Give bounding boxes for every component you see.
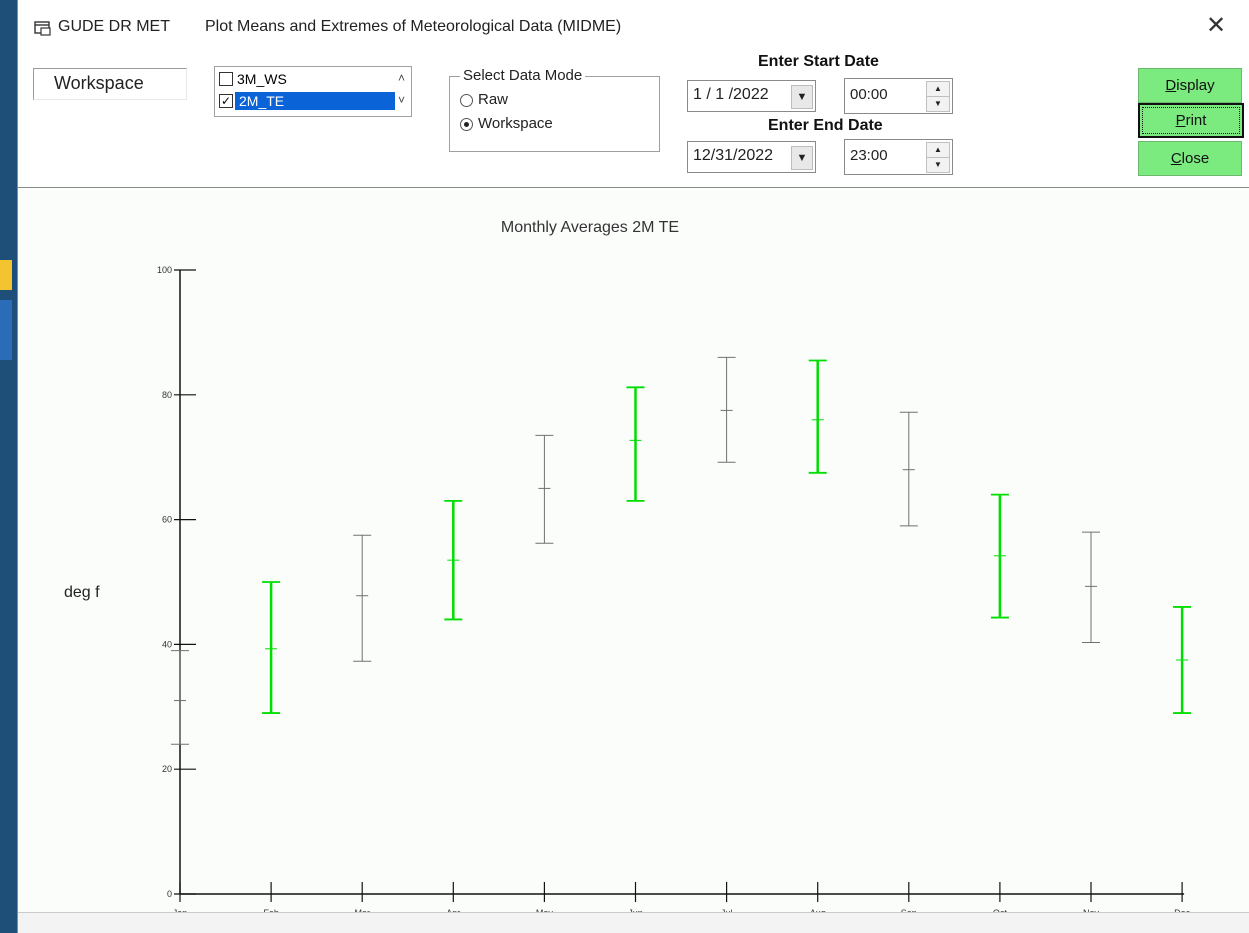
- display-accelerator: D: [1165, 77, 1177, 94]
- workspace-label: Workspace: [33, 68, 187, 100]
- end-date-header: Enter End Date: [768, 117, 883, 134]
- variable-item-2m-te[interactable]: ✓ 2M_TE: [217, 91, 395, 111]
- y-tick-label: 60: [162, 515, 172, 525]
- dropdown-arrow-icon[interactable]: ▼: [791, 146, 813, 170]
- monthly-averages-chart: Monthly Averages 2M TE deg f 0 20 40 60 80 10…: [64, 219, 1192, 918]
- checkbox-2m-te[interactable]: ✓: [219, 94, 233, 108]
- start-date-header: Enter Start Date: [758, 53, 879, 70]
- checkbox-3m-ws[interactable]: [219, 72, 233, 86]
- header-divider: [18, 187, 1249, 188]
- dropdown-arrow-icon[interactable]: ▼: [791, 85, 813, 109]
- desktop-fragment: [0, 260, 12, 290]
- end-time-input[interactable]: 23:00 ▲ ▼: [844, 139, 953, 175]
- chart-title: Monthly Averages 2M TE: [501, 219, 679, 236]
- y-tick-label: 0: [167, 889, 172, 899]
- y-tick-label: 40: [162, 639, 172, 649]
- app-window-icon: [34, 21, 51, 36]
- window-bottom-edge: [18, 912, 1249, 933]
- chevron-up-icon[interactable]: ˄: [398, 71, 406, 85]
- spin-down-icon[interactable]: ▼: [926, 157, 950, 173]
- spin-down-icon[interactable]: ▼: [926, 96, 950, 112]
- variable-item-label: 2M_TE: [235, 92, 395, 110]
- start-time-value: 00:00: [850, 86, 888, 103]
- y-tick-label: 100: [157, 265, 172, 275]
- close-accelerator: C: [1170, 150, 1182, 167]
- chevron-down-icon[interactable]: ˅: [398, 93, 406, 107]
- variable-listbox[interactable]: 3M_WS ✓ 2M_TE ˄ ˅: [214, 66, 412, 117]
- radio-indicator[interactable]: [460, 94, 473, 107]
- radio-raw-label: Raw: [478, 91, 509, 108]
- y-axis-label: deg f: [64, 584, 100, 601]
- data-mode-legend: Select Data Mode: [460, 67, 586, 84]
- start-date-value: 1 / 1 /2022: [693, 86, 769, 103]
- display-button[interactable]: Display: [1138, 68, 1242, 103]
- title-bar: GUDE DR MET Plot Means and Extremes of M…: [18, 0, 1249, 60]
- midme-window: GUDE DR MET Plot Means and Extremes of M…: [18, 0, 1249, 933]
- print-label: rint: [1185, 112, 1207, 129]
- close-label: lose: [1181, 150, 1210, 167]
- display-label: isplay: [1176, 77, 1215, 94]
- end-date-picker[interactable]: 12/31/2022 ▼: [687, 141, 816, 173]
- radio-workspace-label: Workspace: [478, 115, 553, 132]
- close-icon[interactable]: ✕: [1206, 12, 1227, 39]
- print-accelerator: P: [1175, 112, 1186, 129]
- spin-up-icon[interactable]: ▲: [926, 142, 950, 158]
- variable-item-3m-ws[interactable]: 3M_WS: [217, 69, 393, 89]
- window-title: Plot Means and Extremes of Meteorologica…: [205, 18, 622, 35]
- chart-area: Monthly Averages 2M TE deg f 0 20 40 60 80 10…: [18, 188, 1249, 918]
- end-time-value: 23:00: [850, 147, 888, 164]
- radio-indicator[interactable]: [460, 118, 473, 131]
- app-name: GUDE DR MET: [58, 18, 170, 35]
- end-date-value: 12/31/2022: [693, 147, 774, 164]
- start-date-picker[interactable]: 1 / 1 /2022 ▼: [687, 80, 816, 112]
- data-mode-group: Select Data Mode Raw Workspace: [449, 67, 660, 152]
- print-button[interactable]: Print: [1138, 103, 1244, 138]
- close-button[interactable]: Close: [1138, 141, 1242, 176]
- start-time-input[interactable]: 00:00 ▲ ▼: [844, 78, 953, 114]
- y-tick-label: 80: [162, 390, 172, 400]
- listbox-scrollbar[interactable]: ˄ ˅: [395, 67, 411, 116]
- spin-up-icon[interactable]: ▲: [926, 81, 950, 97]
- y-tick-label: 20: [162, 764, 172, 774]
- desktop-fragment: [0, 300, 12, 360]
- variable-item-label: 3M_WS: [237, 71, 287, 87]
